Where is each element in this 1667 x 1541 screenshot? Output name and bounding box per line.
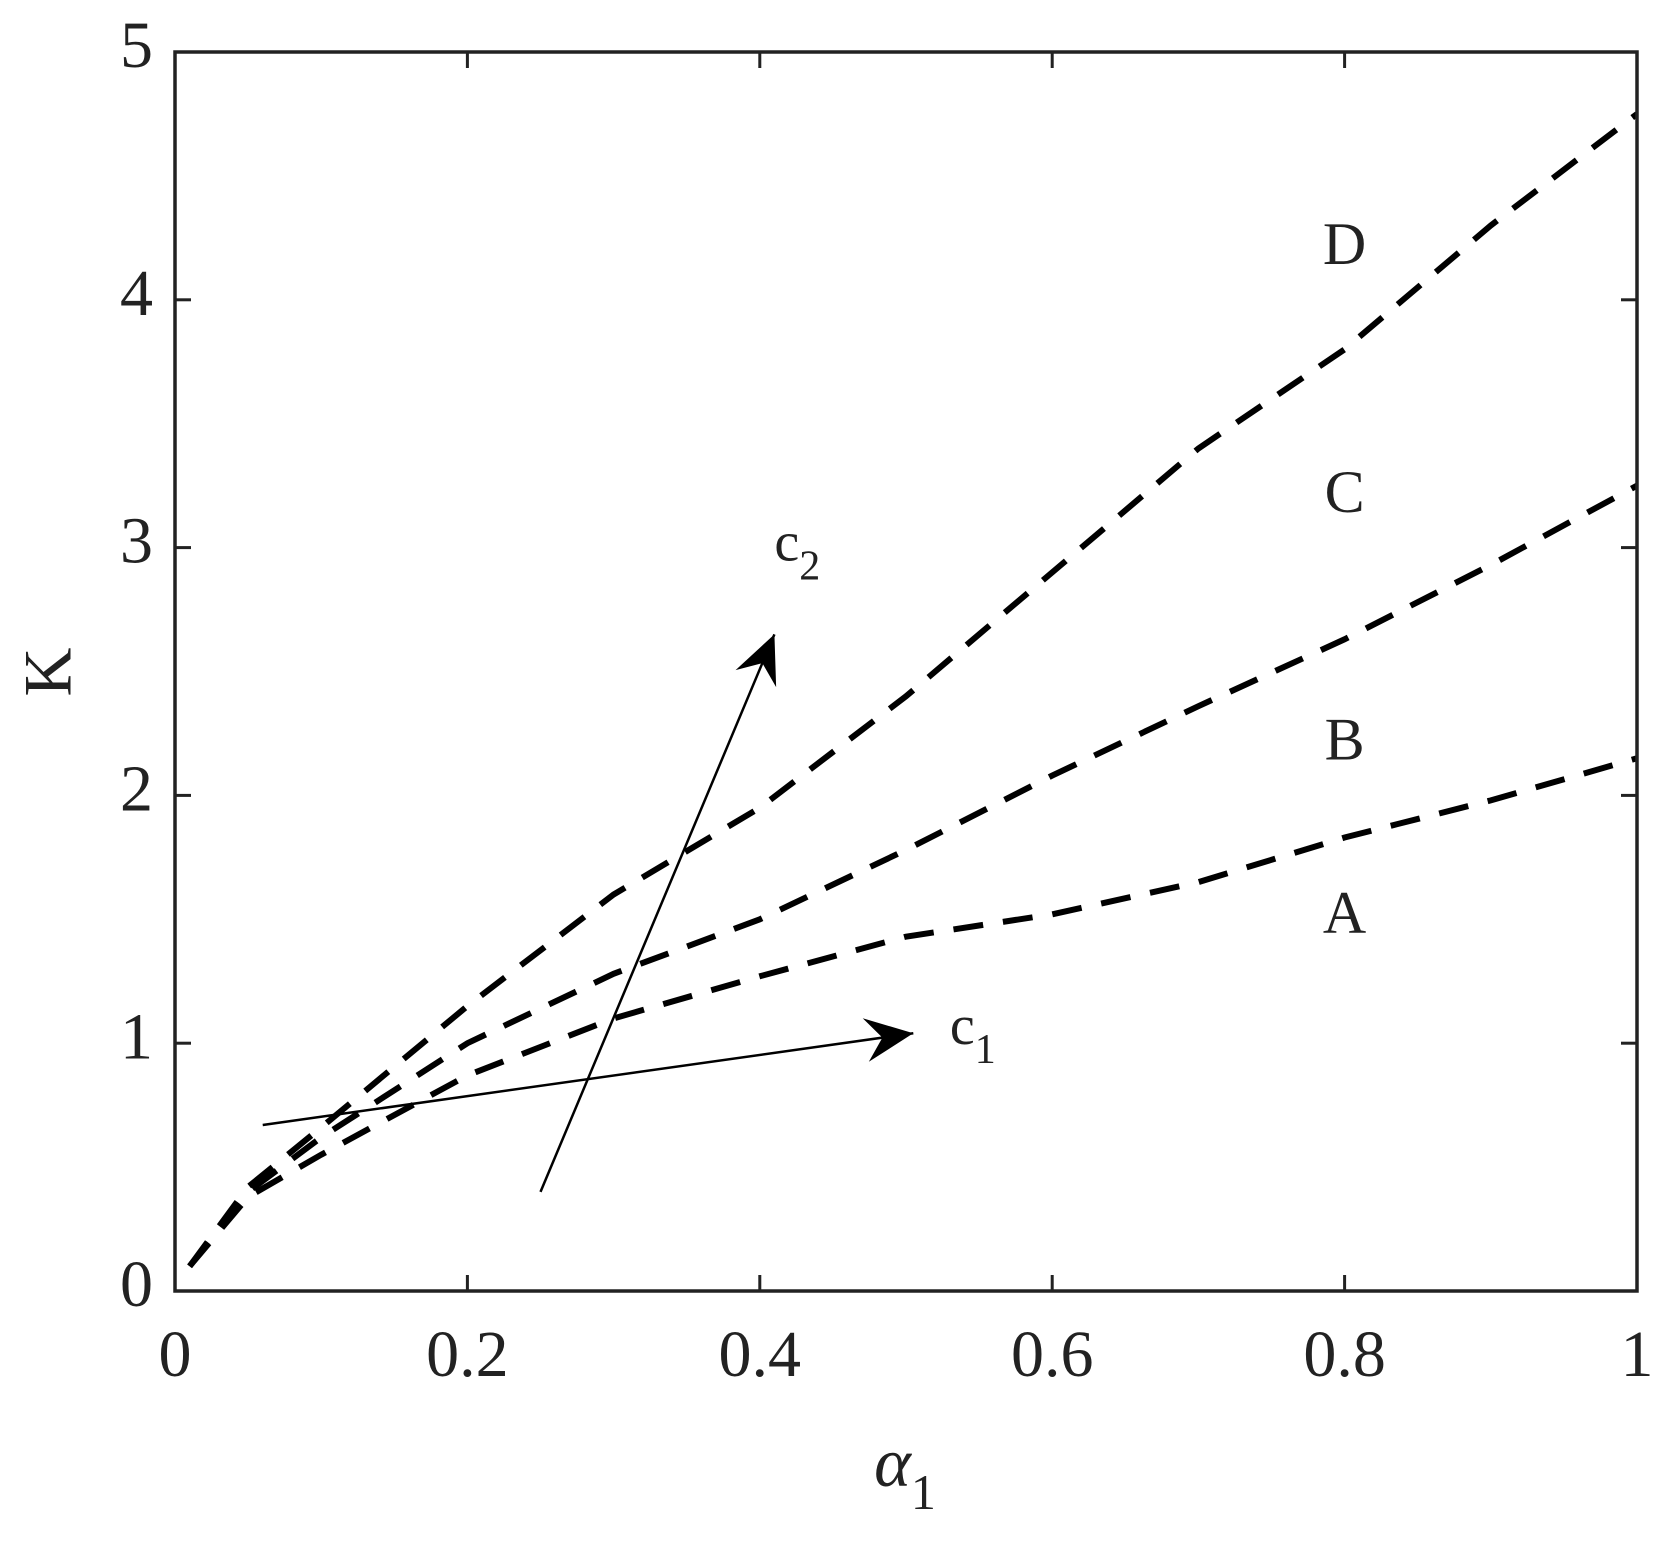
arrow-line	[539, 633, 776, 1193]
y-tick-label: 4	[120, 257, 153, 330]
arrow-label-subscript: 2	[799, 543, 820, 589]
x-tick-label: 0.6	[1011, 1318, 1094, 1391]
series-line	[187, 111, 1637, 1269]
arrow-head	[862, 1018, 914, 1062]
x-tick-label: 1	[1621, 1318, 1654, 1391]
region-label: A	[1323, 880, 1366, 946]
series-line	[187, 755, 1637, 1269]
y-axis-label: K	[10, 647, 86, 696]
x-axis-subscript: 1	[911, 1464, 936, 1520]
y-tick-label: 3	[120, 505, 153, 578]
region-label: B	[1325, 707, 1365, 773]
x-axis-label: α1	[874, 1425, 936, 1520]
y-tick-label: 0	[120, 1248, 153, 1321]
arrow-label-text: c	[774, 511, 799, 573]
y-tick-label: 1	[120, 1000, 153, 1073]
arrow-head	[735, 634, 777, 688]
y-tick-label: 2	[120, 753, 153, 826]
plot-frame	[173, 50, 1639, 1293]
arrow-label-text: c	[950, 995, 975, 1057]
arrow-label-subscript: 1	[975, 1026, 996, 1072]
arrow-label: c2	[774, 511, 820, 589]
y-tick-label: 5	[120, 9, 153, 82]
x-tick-label: 0	[159, 1318, 192, 1391]
x-tick-label: 0.2	[426, 1318, 509, 1391]
region-label: D	[1323, 211, 1366, 277]
arrow-label: c1	[950, 995, 996, 1073]
x-tick-label: 0.8	[1303, 1318, 1386, 1391]
region-label: C	[1325, 459, 1365, 525]
series-line	[187, 483, 1637, 1269]
x-axis-symbol: α	[874, 1425, 912, 1502]
x-tick-label: 0.4	[719, 1318, 802, 1391]
